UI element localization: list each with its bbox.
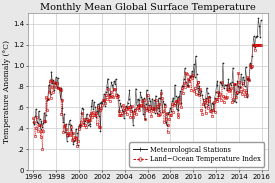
Legend: Meteorological Stations, Land−Ocean Temperature Index: Meteorological Stations, Land−Ocean Temp… — [130, 142, 264, 167]
Title: Monthly Mean Global Surface Temperature: Monthly Mean Global Surface Temperature — [40, 3, 255, 12]
Y-axis label: Temperature Anomaly (°C): Temperature Anomaly (°C) — [4, 40, 12, 143]
